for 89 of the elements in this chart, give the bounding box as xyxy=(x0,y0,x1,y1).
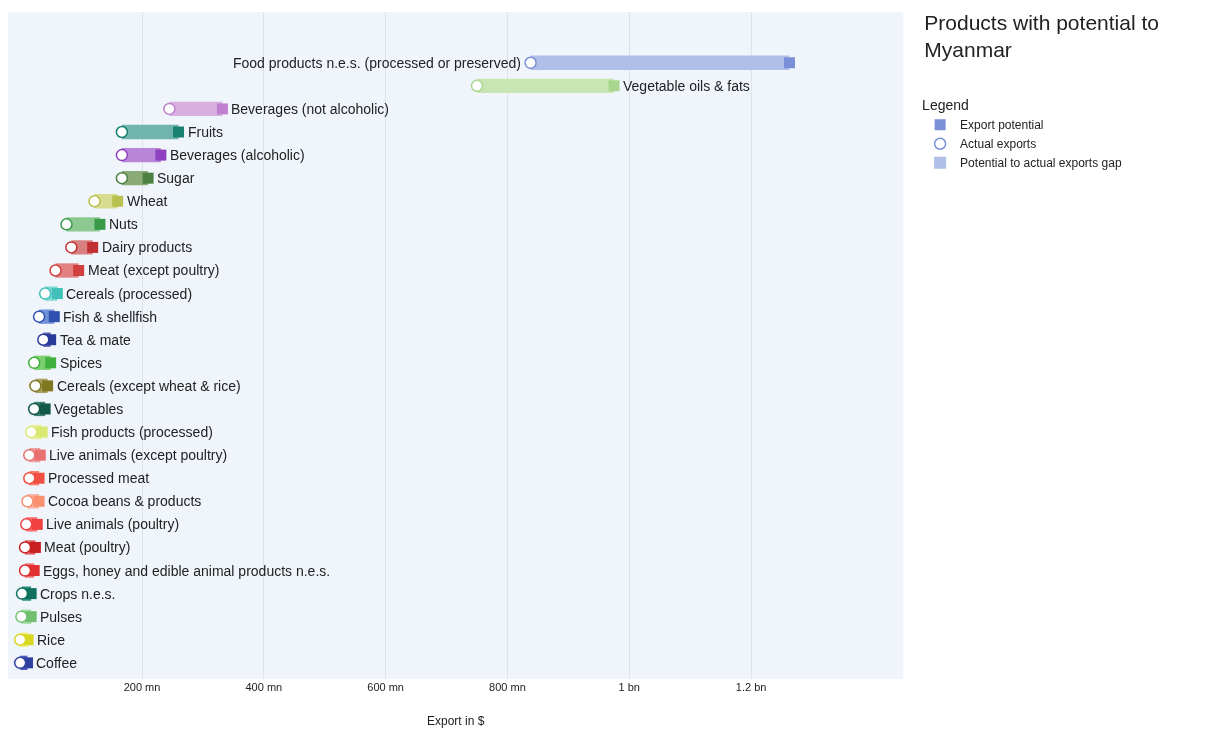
point xyxy=(173,126,185,138)
point xyxy=(115,148,129,162)
y-tick-label: Eggs, honey and edible animal products n.e.s. xyxy=(43,563,331,579)
x-tick-label: 600 mn xyxy=(367,681,404,693)
y-tick-label: Live animals (poultry) xyxy=(46,516,180,532)
point xyxy=(45,357,57,369)
y-tick-label: Live animals (except poultry) xyxy=(49,447,228,463)
point xyxy=(163,102,176,116)
x-tick-label: 200 mn xyxy=(123,681,161,693)
point xyxy=(65,241,78,254)
legend-label: Potential to actual exports gap xyxy=(960,156,1122,171)
y-tick-label: Meat (except poultry) xyxy=(88,262,220,278)
y-tick-label: Fruits xyxy=(188,124,223,140)
point xyxy=(38,287,52,300)
y-tick-label: Tea & mate xyxy=(60,332,132,348)
point xyxy=(24,425,38,439)
point xyxy=(39,403,51,415)
point xyxy=(36,426,48,438)
y-tick-label: Beverages (alcoholic) xyxy=(170,147,305,163)
point xyxy=(608,80,620,92)
y-tick-label: Cereals (except wheat & rice) xyxy=(57,378,241,394)
y-tick-label: Spices xyxy=(60,355,103,371)
point xyxy=(23,448,36,462)
point xyxy=(88,195,101,208)
y-tick-label: Vegetables xyxy=(54,401,124,417)
point xyxy=(115,171,129,185)
point xyxy=(21,495,34,508)
y-tick-label: Wheat xyxy=(127,193,168,209)
x-tick-label: 800 mn xyxy=(489,681,526,693)
point xyxy=(31,518,43,530)
point xyxy=(18,564,32,577)
y-tick-label: Fish products (processed) xyxy=(51,424,213,440)
point xyxy=(94,218,106,230)
x-tick-label: 1.2 bn xyxy=(735,681,767,693)
point xyxy=(216,103,228,115)
point xyxy=(142,172,154,184)
point xyxy=(33,472,45,484)
y-tick-label: Vegetable oils & fats xyxy=(623,78,750,94)
x-tick-label: 400 mn xyxy=(245,681,283,693)
point xyxy=(470,79,484,93)
point xyxy=(155,149,167,161)
y-tick-label: Cocoa beans & products xyxy=(48,493,202,509)
point xyxy=(15,610,28,623)
point xyxy=(33,495,45,507)
text: Products with potential to Myanmar xyxy=(924,10,1159,62)
y-tick-label: Cereals (processed) xyxy=(66,286,193,302)
y-tick-label: Fish & shellfish xyxy=(63,309,158,325)
point xyxy=(13,633,27,647)
y-tick-label: Sugar xyxy=(157,170,195,186)
point xyxy=(112,195,124,207)
point xyxy=(42,380,54,392)
y-tick-label: Dairy products xyxy=(102,239,193,255)
point xyxy=(25,611,37,623)
y-tick-label: Coffee xyxy=(36,655,78,671)
y-tick-label: Meat (poultry) xyxy=(44,539,131,555)
y-tick-label: Processed meat xyxy=(48,470,150,486)
point xyxy=(13,656,27,670)
point xyxy=(115,125,129,139)
point xyxy=(23,471,36,485)
y-tick-label: Crops n.e.s. xyxy=(40,586,116,602)
point xyxy=(524,56,537,70)
legend-label: Actual exports xyxy=(960,137,1037,152)
legend-title: Legend xyxy=(922,97,969,114)
point xyxy=(32,310,46,323)
point xyxy=(18,541,32,554)
y-tick-label: Rice xyxy=(37,632,66,648)
point xyxy=(29,379,42,393)
point xyxy=(73,264,85,276)
point xyxy=(87,241,99,253)
y-tick-label: Food products n.e.s. (processed or preserved) xyxy=(233,55,521,71)
point xyxy=(51,288,63,300)
legend-label: Export potential xyxy=(960,118,1044,133)
y-tick-label: Pulses xyxy=(40,609,83,625)
point xyxy=(60,218,73,231)
y-tick-label: Beverages (not alcoholic) xyxy=(231,101,389,117)
bar xyxy=(530,55,790,70)
x-axis-title: Export in $ xyxy=(426,714,485,728)
point xyxy=(49,264,62,277)
point xyxy=(783,57,795,69)
y-tick-label: Nuts xyxy=(109,216,138,232)
point xyxy=(34,449,46,461)
point xyxy=(27,356,41,370)
point xyxy=(20,518,33,531)
bar xyxy=(477,78,615,94)
point xyxy=(15,587,29,600)
x-tick-label: 1 bn xyxy=(618,681,640,693)
point xyxy=(27,402,41,416)
point xyxy=(48,311,60,323)
point xyxy=(29,541,41,553)
